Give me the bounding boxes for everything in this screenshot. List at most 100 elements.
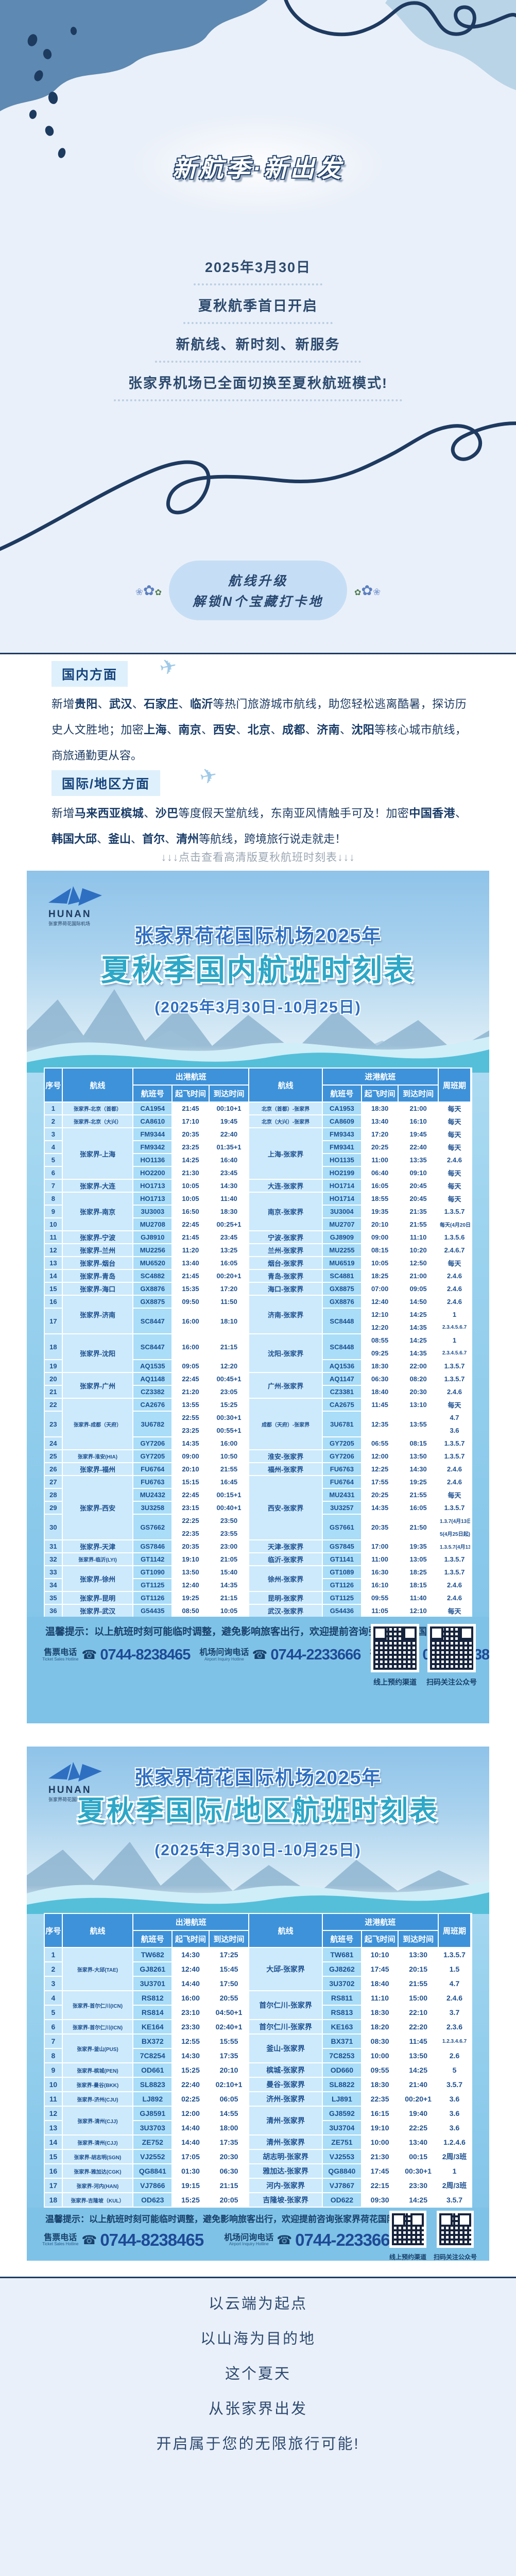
flower-icon: ✿✿❀ xyxy=(354,582,381,598)
cell: 20:30 xyxy=(209,2150,250,2164)
cell: GJ8910 xyxy=(133,1231,173,1244)
cell: 21 xyxy=(45,1386,63,1399)
cell: MU2255 xyxy=(322,1244,362,1257)
cell: 18:40 xyxy=(362,1386,399,1399)
cell: 7C8253 xyxy=(322,2049,362,2063)
cell: MU2708 xyxy=(133,1218,173,1231)
cell: 大邱-张家界 xyxy=(249,1948,323,1991)
cell: MU6520 xyxy=(133,1257,173,1270)
cell: 16:00 xyxy=(173,1334,210,1360)
cell: RS814 xyxy=(133,2006,173,2020)
cell: 兰州-张家界 xyxy=(249,1244,323,1257)
cell: HO2200 xyxy=(133,1167,173,1180)
cell: 14:25 xyxy=(399,1309,439,1321)
header-cell: 到达时间 xyxy=(399,1086,439,1103)
hotline-sublabel: Ticket Sales Hotline xyxy=(42,2242,79,2247)
dotted-divider xyxy=(155,361,361,363)
cell: 15:45 xyxy=(209,1962,250,1977)
cell: 19:10 xyxy=(173,1553,210,1566)
cell: ZE752 xyxy=(133,2136,173,2150)
cell: 张家界-广州 xyxy=(62,1373,134,1399)
intro-date: 2025年3月30日 xyxy=(204,260,312,275)
cell: SC8447 xyxy=(133,1334,173,1360)
cell: FM9342 xyxy=(133,1141,173,1154)
cell: 22:15 xyxy=(362,2179,399,2193)
header-cell: 航班号 xyxy=(322,1931,362,1948)
cell: 21:20 xyxy=(173,1386,210,1399)
cell: GS7661 xyxy=(322,1515,362,1540)
slogan-line: 开启属于您的无限旅行可能! xyxy=(156,2436,360,2452)
cell: 13:50 xyxy=(399,2049,439,2063)
cell: 22:25 xyxy=(399,2121,439,2136)
cell: TW681 xyxy=(322,1948,362,1962)
cell: 00:20+1 xyxy=(209,1270,250,1283)
cell: 张家界-胡志明(SGN) xyxy=(62,2150,134,2164)
cell: 20:10 xyxy=(209,2063,250,2078)
cell: 上海-张家界 xyxy=(249,1128,323,1180)
view-hd-schedule-hint[interactable]: ↓↓↓点击查看高清版夏秋航班时刻表↓↓↓ xyxy=(161,852,355,863)
cell: 31 xyxy=(45,1540,63,1553)
cell: 20:55 xyxy=(209,1991,250,2006)
header-cell: 到达时间 xyxy=(209,1931,250,1948)
cell: AQ1148 xyxy=(133,1373,173,1386)
cell: MU6519 xyxy=(322,1257,362,1270)
cell: GX8875 xyxy=(133,1296,173,1309)
cell: 15 xyxy=(45,1283,63,1296)
cell: 21:30 xyxy=(173,1167,210,1180)
cell: 10:00 xyxy=(362,2136,399,2150)
cell: CZ3382 xyxy=(133,1386,173,1399)
table-row: 09:25 14:35 2.3.4.5.6.7 xyxy=(45,1347,471,1360)
cell: GT1090 xyxy=(133,1566,173,1579)
cell: 3U6781 xyxy=(322,1412,362,1437)
cell: 釜山-张家界 xyxy=(249,2035,323,2063)
cell: 18:40 xyxy=(362,1977,399,1991)
cell: 3.6 xyxy=(439,2121,471,2136)
cell: 22:45 xyxy=(173,1373,210,1386)
cell: 张家界-济南 xyxy=(62,1296,134,1334)
header-cell: 起飞时间 xyxy=(173,1931,210,1948)
table-row: 17 张家界-河内(HAN) VJ7866 19:15 21:15 河内-张家界 VJ786… xyxy=(45,2179,471,2193)
cell: 36 xyxy=(45,1605,63,1618)
cell: 10:10 xyxy=(362,1948,399,1962)
cell: 20:35 xyxy=(362,1515,399,1540)
cell: 14:35 xyxy=(209,1579,250,1592)
cell: 1.5 xyxy=(439,1962,471,1977)
cell: 11:00 xyxy=(362,1154,399,1167)
cell: KE163 xyxy=(322,2020,362,2035)
table-row: 35 张家界-昆明 GT1126 19:25 21:15 昆明-张家界 GT1125 09:5… xyxy=(45,1592,471,1605)
cell: RS811 xyxy=(322,1991,362,2006)
cell: 00:15 xyxy=(399,2150,439,2164)
cell: GJ8591 xyxy=(133,2107,173,2121)
cell: 07:00 xyxy=(362,1283,399,1296)
cell: 每天 xyxy=(439,1128,471,1141)
cell: 13:40 xyxy=(362,1115,399,1128)
header-cell: 航线 xyxy=(62,1069,134,1103)
top-decoration xyxy=(0,0,516,158)
cell: AQ1147 xyxy=(322,1373,362,1386)
header-cell: 到达时间 xyxy=(399,1931,439,1948)
hunan-airport-logo: HUNAN 张家界荷花国际机场 xyxy=(48,1762,102,1802)
cell: 16:30 xyxy=(362,1566,399,1579)
cell: 2.4.6 xyxy=(439,1386,471,1399)
cell: 18:55 xyxy=(362,1193,399,1206)
cell: SL8823 xyxy=(133,2078,173,2092)
cell: 23:45 xyxy=(209,1167,250,1180)
cell: 18 xyxy=(45,2193,63,2208)
cell: CA8609 xyxy=(322,1115,362,1128)
qr-code-group: 线上预约渠道 扫码关注公众号 xyxy=(371,1624,477,1687)
cell: 1.3.5.7 xyxy=(439,1373,471,1386)
hotline-ticket: 售票电话 Ticket Sales Hotline ☎ 0744-8238465 xyxy=(42,1647,191,1664)
table-row: 16 张家界-雅加达(CGK) QG8841 01:30 06:30 雅加达-张家界 QG8… xyxy=(45,2164,471,2179)
domestic-table-container: 序号 航线 出港航班 航线 进港航班 周班期 航班号 起飞时间 到达时间 航班号 起飞时间 到达时间 1… xyxy=(44,1067,472,1670)
cell: 22:25 xyxy=(173,1515,210,1528)
cell: 张家界-槟城(PEN) xyxy=(62,2063,134,2078)
cell: 15:25 xyxy=(209,1399,250,1412)
cell: 1.2.4.6 xyxy=(439,2136,471,2150)
cell: 18:15 xyxy=(399,1579,439,1592)
cell: HO2199 xyxy=(322,1167,362,1180)
cell: FU6763 xyxy=(322,1463,362,1476)
cell: 22 xyxy=(45,1399,63,1412)
table-row: 6 HO2200 21:30 23:45 HO2199 06:40 09:10 每天 xyxy=(45,1167,471,1180)
cell: CZ3381 xyxy=(322,1386,362,1399)
cell: 清州-张家界 xyxy=(249,2107,323,2136)
